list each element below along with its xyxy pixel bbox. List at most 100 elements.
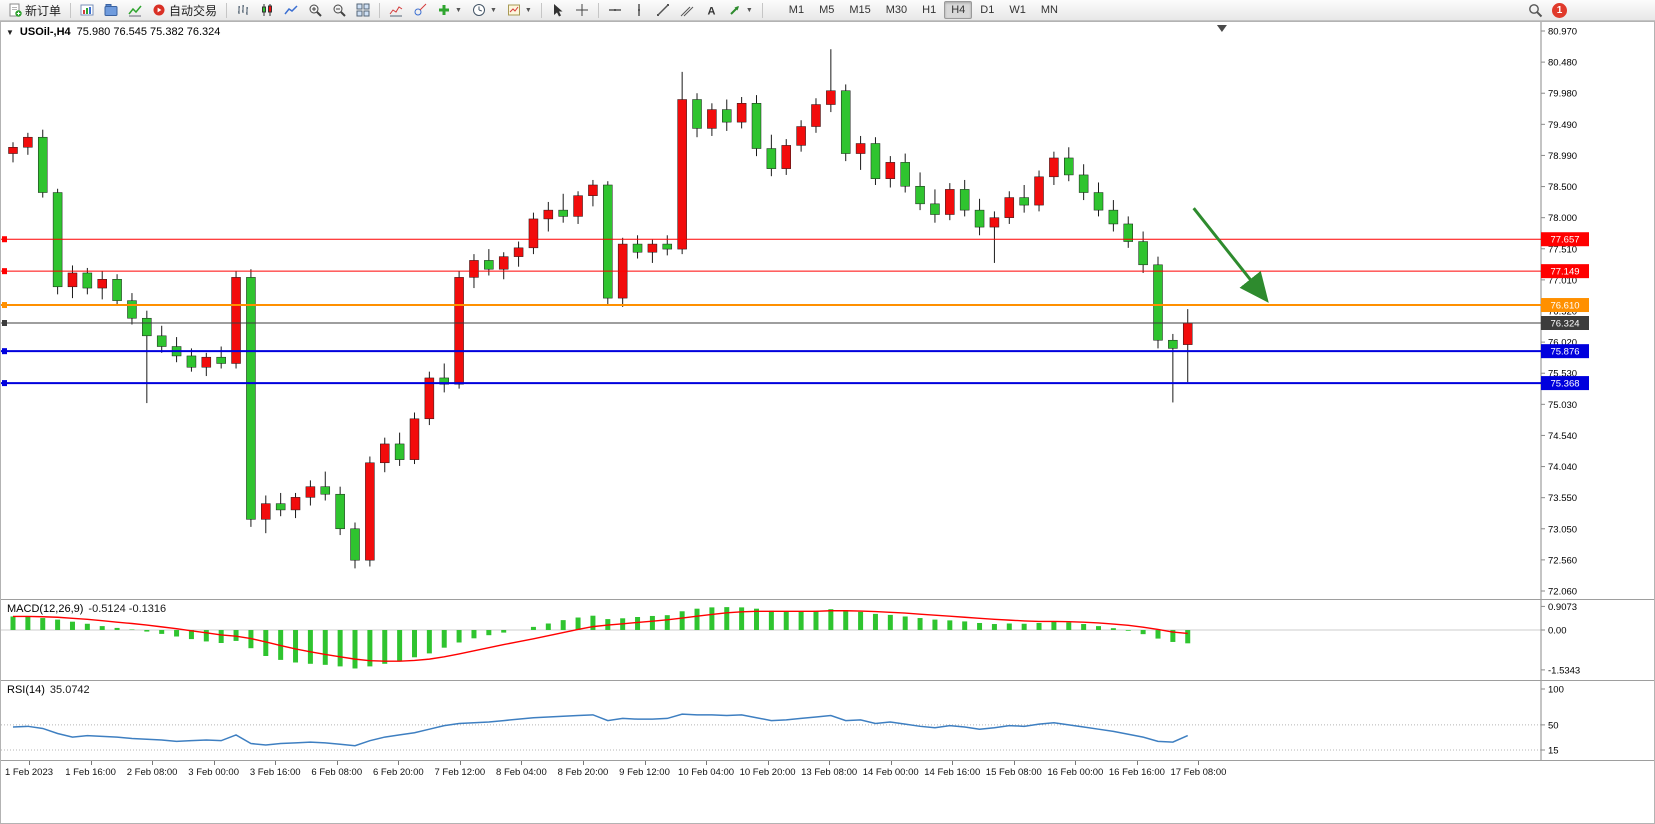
- timeframe-mn-button[interactable]: MN: [1040, 4, 1058, 16]
- trendline-button[interactable]: [652, 1, 674, 19]
- auto-trading-label: 自动交易: [169, 3, 218, 18]
- chevron-down-icon: ▼: [489, 6, 497, 14]
- collapse-arrow-icon[interactable]: ▼: [6, 27, 14, 37]
- svg-text:A: A: [707, 6, 715, 18]
- chart-shift-marker[interactable]: [1216, 25, 1227, 32]
- trend-arrow-object[interactable]: [1192, 207, 1269, 303]
- horizontal-line-icon: [608, 9, 621, 11]
- price-axis[interactable]: 80.970 80.480 79.980 79.490 78.990 78.500 78.0…: [1540, 22, 1577, 599]
- timeframe-d1-button[interactable]: D1: [980, 4, 995, 16]
- svg-text:78.000: 78.000: [1548, 213, 1577, 224]
- cursor-button[interactable]: [547, 1, 569, 19]
- svg-text:77.510: 77.510: [1548, 244, 1577, 255]
- macd-signal-line: [13, 610, 1188, 662]
- chart-title: ▼ USOil-,H4 75.980 76.545 75.382 76.324: [6, 26, 220, 38]
- svg-text:79.490: 79.490: [1548, 120, 1577, 131]
- indicators-button[interactable]: [385, 1, 407, 19]
- svg-text:76.610: 76.610: [1550, 301, 1579, 312]
- svg-text:73.050: 73.050: [1548, 524, 1577, 535]
- vertical-line-button[interactable]: [628, 1, 650, 19]
- macd-canvas[interactable]: 0.9073 0.00 -1.5343: [1, 600, 1654, 680]
- timeframe-w1-button[interactable]: W1: [1009, 4, 1026, 16]
- auto-trading-icon: [153, 4, 165, 16]
- crosshair-button[interactable]: [571, 1, 593, 19]
- svg-text:72.060: 72.060: [1548, 587, 1577, 598]
- svg-text:0.9073: 0.9073: [1548, 602, 1577, 613]
- objects-list-button[interactable]: [409, 1, 431, 19]
- timeframe-h4-button[interactable]: H4: [944, 1, 973, 19]
- charts-window-button[interactable]: [76, 1, 98, 19]
- svg-text:78.500: 78.500: [1548, 182, 1577, 193]
- time-label: 15 Feb 08:00: [985, 767, 1042, 778]
- time-tick: [1136, 761, 1138, 765]
- rsi-panel[interactable]: 100 50 15 RSI(14) 35.0742: [1, 680, 1654, 760]
- time-label: 6 Feb 20:00: [372, 767, 424, 778]
- chart-line-button[interactable]: [280, 1, 302, 19]
- chart-candles-button[interactable]: [256, 1, 278, 19]
- tile-windows-icon: [356, 3, 370, 17]
- rsi-axis[interactable]: 100 50 15: [1540, 681, 1564, 760]
- text-button[interactable]: A: [700, 1, 722, 19]
- svg-text:72.560: 72.560: [1548, 555, 1577, 566]
- search-icon[interactable]: [1528, 3, 1543, 18]
- add-indicator-dropdown[interactable]: ▼: [433, 1, 466, 19]
- timeframe-m30-button[interactable]: M30: [885, 4, 908, 16]
- timeframe-h1-button[interactable]: H1: [922, 4, 937, 16]
- timeframe-m5-button[interactable]: M5: [819, 4, 835, 16]
- svg-text:75.368: 75.368: [1550, 379, 1579, 390]
- time-label: 10 Feb 04:00: [678, 767, 735, 778]
- time-label: 16 Feb 16:00: [1108, 767, 1165, 778]
- time-tick: [90, 761, 92, 765]
- indicator-chart-icon: [389, 6, 403, 17]
- price-chart-canvas[interactable]: 80.970 80.480 79.980 79.490 78.990 78.500 78.0…: [1, 22, 1654, 599]
- macd-label: MACD(12,26,9) -0.5124 -0.1316: [7, 603, 166, 615]
- profiles-button[interactable]: [100, 1, 122, 19]
- svg-text:-1.5343: -1.5343: [1548, 665, 1580, 676]
- horizontal-line-button[interactable]: [604, 1, 626, 19]
- template-dropdown[interactable]: ▼: [503, 1, 536, 19]
- rsi-level-lines: [1, 724, 1541, 751]
- time-axis[interactable]: 1 Feb 2023 1 Feb 16:00 2 Feb 08:00 3 Feb 00…: [1, 760, 1654, 782]
- timeframe-m1-button[interactable]: M1: [788, 4, 805, 16]
- auto-trading-button[interactable]: 自动交易: [148, 1, 221, 19]
- time-label: 17 Feb 08:00: [1170, 767, 1227, 778]
- time-tick: [1013, 761, 1015, 765]
- time-tick: [213, 761, 215, 765]
- time-tick: [152, 761, 154, 765]
- timeframe-m15-button[interactable]: M15: [849, 4, 871, 16]
- macd-name: MACD(12,26,9): [7, 603, 84, 615]
- time-tick: [1075, 761, 1077, 765]
- rsi-canvas[interactable]: 100 50 15: [1, 681, 1654, 760]
- zoom-out-button[interactable]: [328, 1, 350, 19]
- candlestick-icon: [262, 4, 273, 16]
- rsi-panel-divider[interactable]: [1, 678, 1654, 682]
- svg-text:77.657: 77.657: [1550, 235, 1579, 246]
- new-order-label: 新订单: [25, 3, 62, 18]
- svg-text:73.550: 73.550: [1548, 493, 1577, 504]
- macd-panel[interactable]: 0.9073 0.00 -1.5343 MACD(12,26,9) -0.5124 -…: [1, 599, 1654, 680]
- zoom-in-button[interactable]: [304, 1, 326, 19]
- toolbar-separator: [226, 2, 228, 18]
- notification-badge[interactable]: 1: [1552, 3, 1567, 18]
- tile-windows-button[interactable]: [352, 1, 374, 19]
- macd-histogram: [10, 607, 1191, 669]
- svg-text:76.020: 76.020: [1548, 338, 1577, 349]
- chart-bars-button[interactable]: [232, 1, 254, 19]
- price-chart-panel[interactable]: 80.970 80.480 79.980 79.490 78.990 78.500 78.0…: [1, 22, 1654, 599]
- svg-text:75.530: 75.530: [1548, 369, 1577, 380]
- market-watch-button[interactable]: [124, 1, 146, 19]
- time-label: 13 Feb 08:00: [801, 767, 858, 778]
- horizontal-line-objects[interactable]: 77.657 77.149 76.610 76.324 75.876 75.368: [1, 232, 1589, 391]
- arrows-dropdown[interactable]: ▼: [724, 1, 757, 19]
- channel-button[interactable]: [676, 1, 698, 19]
- svg-text:74.040: 74.040: [1548, 462, 1577, 473]
- time-tick: [1198, 761, 1200, 765]
- macd-panel-divider[interactable]: [1, 597, 1654, 601]
- period-dropdown[interactable]: ▼: [468, 1, 501, 19]
- time-label: 8 Feb 20:00: [557, 767, 609, 778]
- new-order-button[interactable]: 新订单: [4, 1, 65, 19]
- svg-text:77.010: 77.010: [1548, 275, 1577, 286]
- time-tick: [582, 761, 584, 765]
- macd-axis[interactable]: 0.9073 0.00 -1.5343: [1540, 600, 1580, 680]
- time-label: 3 Feb 16:00: [249, 767, 301, 778]
